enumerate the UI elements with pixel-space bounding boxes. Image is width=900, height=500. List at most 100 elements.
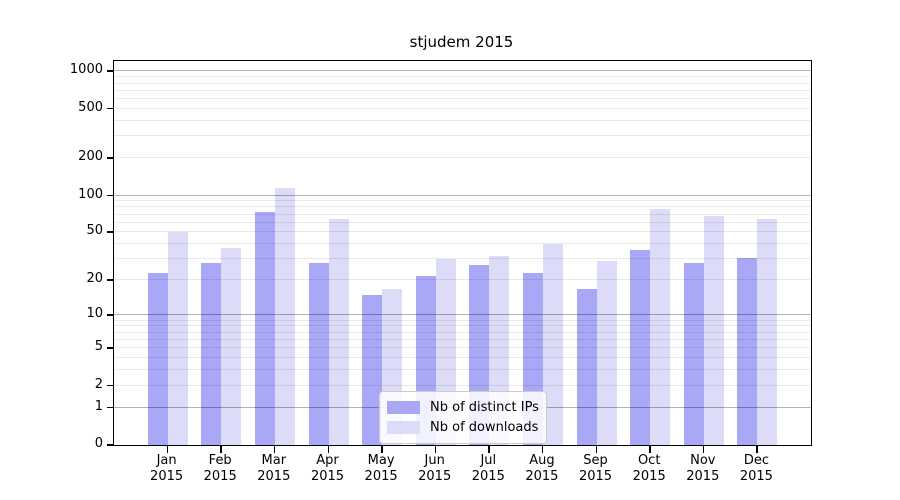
x-tick-month: Aug bbox=[529, 453, 555, 468]
gridline-80 bbox=[114, 206, 811, 208]
x-tick-jun bbox=[434, 445, 437, 453]
x-tick-month: Feb bbox=[208, 453, 232, 468]
y-tick-label-200: 200 bbox=[78, 149, 103, 165]
y-tick-label-0: 0 bbox=[94, 436, 103, 451]
legend-item-distinct-ips: Nb of distinct IPs bbox=[387, 397, 539, 417]
gridline-40 bbox=[114, 243, 811, 245]
x-tick-label-feb: Feb 2015 bbox=[188, 453, 252, 485]
y-tick-label-50: 50 bbox=[86, 223, 103, 239]
x-tick-year: 2015 bbox=[310, 469, 345, 484]
x-tick-year: 2015 bbox=[203, 469, 237, 484]
x-tick-label-sep: Sep 2015 bbox=[564, 453, 628, 485]
x-tick-apr bbox=[327, 445, 329, 453]
gridline-100 bbox=[114, 194, 811, 196]
gridline-1000 bbox=[114, 70, 811, 72]
bar-distinct-ips-may bbox=[362, 295, 383, 445]
gridline-500 bbox=[114, 107, 811, 109]
x-tick-nov bbox=[702, 445, 705, 453]
bar-downloads-sep bbox=[596, 261, 617, 445]
x-tick-year: 2015 bbox=[525, 469, 559, 484]
legend-item-downloads: Nb of downloads bbox=[387, 417, 538, 437]
plot-area: Nb of distinct IPs Nb of downloads bbox=[113, 60, 812, 446]
x-tick-label-jan: Jan 2015 bbox=[135, 453, 199, 485]
x-tick-year: 2015 bbox=[471, 469, 505, 484]
bar-distinct-ips-sep bbox=[576, 288, 597, 445]
x-tick-month: Mar bbox=[261, 453, 287, 468]
x-tick-label-oct: Oct 2015 bbox=[617, 453, 681, 485]
gridline-20 bbox=[114, 279, 811, 281]
y-tick-label-1: 1 bbox=[94, 398, 103, 414]
x-tick-jul bbox=[488, 445, 490, 453]
legend-label-distinct-ips: Nb of distinct IPs bbox=[430, 399, 539, 415]
x-tick-month: Oct bbox=[637, 453, 661, 468]
x-tick-month: Jul bbox=[480, 453, 497, 468]
legend-swatch-downloads bbox=[387, 420, 420, 434]
y-tick-2 bbox=[107, 384, 114, 387]
bar-distinct-ips-feb bbox=[201, 262, 222, 445]
bar-downloads-mar bbox=[274, 187, 295, 445]
x-tick-label-jul: Jul 2015 bbox=[456, 453, 520, 485]
y-tick-label-1000: 1000 bbox=[69, 62, 103, 78]
gridline-50 bbox=[114, 231, 811, 233]
x-tick-year: 2015 bbox=[364, 469, 398, 484]
bar-downloads-apr bbox=[328, 218, 349, 445]
x-tick-month: Jan bbox=[156, 453, 177, 468]
gridline-10 bbox=[114, 314, 811, 316]
x-tick-sep bbox=[595, 445, 597, 453]
gridline-6 bbox=[114, 338, 811, 340]
y-tick-label-2: 2 bbox=[94, 376, 103, 392]
x-tick-month: Sep bbox=[583, 453, 608, 468]
x-tick-mar bbox=[273, 445, 276, 453]
y-tick-label-10: 10 bbox=[86, 306, 103, 322]
bar-distinct-ips-dec bbox=[737, 257, 758, 445]
x-tick-jan bbox=[166, 445, 169, 453]
bar-distinct-ips-mar bbox=[254, 211, 275, 445]
gridline-3 bbox=[114, 369, 811, 370]
gridline-7 bbox=[114, 331, 811, 333]
chart-title: stjudem 2015 bbox=[409, 33, 514, 51]
gridline-300 bbox=[114, 135, 811, 137]
x-tick-label-dec: Dec 2015 bbox=[724, 453, 788, 485]
x-tick-label-nov: Nov 2015 bbox=[671, 453, 735, 485]
x-tick-oct bbox=[649, 445, 651, 453]
y-tick-label-500: 500 bbox=[78, 99, 103, 115]
minor-gridlines bbox=[114, 61, 811, 445]
x-tick-month: Nov bbox=[690, 453, 716, 468]
y-tick-500 bbox=[107, 107, 114, 110]
y-tick-100 bbox=[107, 194, 114, 196]
y-tick-200 bbox=[107, 157, 114, 159]
x-tick-year: 2015 bbox=[632, 469, 666, 484]
x-tick-month: Jun bbox=[424, 453, 445, 468]
x-tick-year: 2015 bbox=[578, 469, 613, 484]
gridline-30 bbox=[114, 258, 811, 260]
x-tick-year: 2015 bbox=[686, 469, 720, 484]
gridline-5 bbox=[114, 347, 811, 349]
x-tick-year: 2015 bbox=[150, 469, 184, 484]
x-tick-feb bbox=[220, 445, 222, 453]
gridline-800 bbox=[114, 82, 811, 84]
y-tick-5 bbox=[107, 347, 114, 349]
legend-label-downloads: Nb of downloads bbox=[430, 419, 539, 435]
bar-downloads-aug bbox=[542, 244, 563, 445]
bar-downloads-nov bbox=[703, 216, 724, 445]
y-tick-label-20: 20 bbox=[86, 271, 103, 287]
gridline-400 bbox=[114, 119, 811, 121]
x-tick-label-may: May 2015 bbox=[349, 453, 413, 485]
bar-distinct-ips-nov bbox=[683, 262, 704, 445]
x-tick-label-aug: Aug 2015 bbox=[510, 453, 574, 485]
x-tick-month: Apr bbox=[316, 453, 339, 468]
y-tick-1 bbox=[107, 406, 114, 408]
y-tick-20 bbox=[107, 279, 114, 281]
gridline-90 bbox=[114, 200, 811, 202]
x-tick-may bbox=[381, 445, 383, 453]
gridline-70 bbox=[114, 213, 811, 215]
bar-downloads-oct bbox=[650, 208, 671, 445]
y-tick-label-5: 5 bbox=[94, 339, 103, 355]
y-tick-10 bbox=[107, 314, 114, 316]
bar-distinct-ips-apr bbox=[308, 262, 329, 445]
x-tick-label-jun: Jun 2015 bbox=[403, 453, 467, 485]
gridline-9 bbox=[114, 319, 811, 321]
x-tick-year: 2015 bbox=[418, 469, 452, 484]
gridline-700 bbox=[114, 89, 811, 91]
x-tick-aug bbox=[541, 445, 544, 453]
